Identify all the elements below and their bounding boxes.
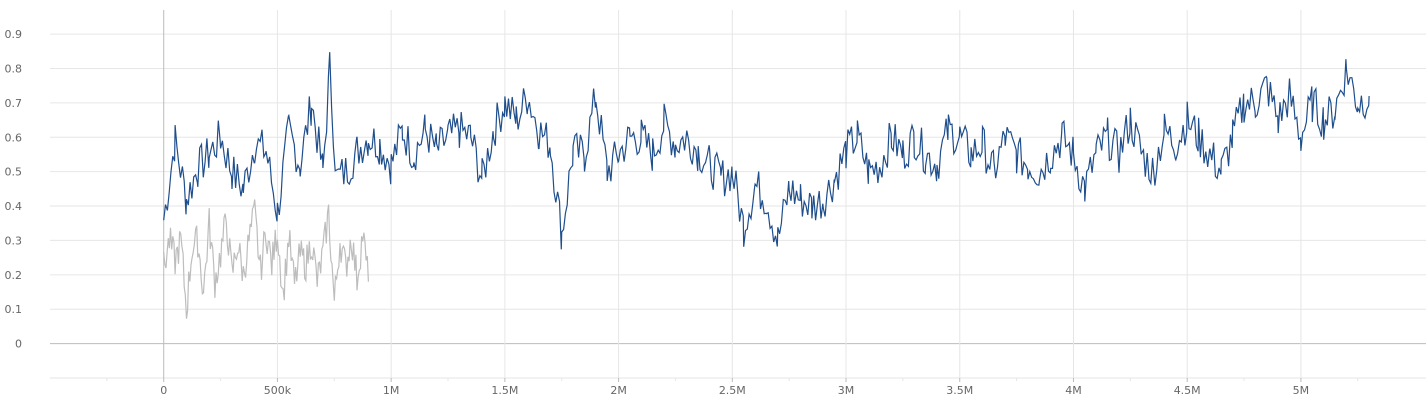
x-tick-label: 3M bbox=[838, 384, 855, 397]
y-tick-label: 0.7 bbox=[5, 97, 23, 110]
x-tick-label: 1M bbox=[383, 384, 400, 397]
series-line-gray bbox=[163, 199, 369, 319]
series-line-blue bbox=[163, 52, 1370, 250]
y-tick-label: 0.4 bbox=[5, 200, 23, 213]
x-tick-label: 0 bbox=[160, 384, 167, 397]
x-tick-label: 1.5M bbox=[491, 384, 518, 397]
x-tick-label: 5M bbox=[1293, 384, 1310, 397]
x-tick-label: 500k bbox=[264, 384, 292, 397]
x-tick-label: 4.5M bbox=[1174, 384, 1201, 397]
y-tick-label: 0.9 bbox=[5, 28, 23, 41]
y-tick-label: 0.3 bbox=[5, 234, 23, 247]
y-tick-label: 0 bbox=[15, 338, 22, 351]
y-tick-label: 0.1 bbox=[5, 303, 23, 316]
x-tick-label: 4M bbox=[1065, 384, 1082, 397]
y-tick-label: 0.2 bbox=[5, 269, 23, 282]
x-tick-label: 2.5M bbox=[719, 384, 746, 397]
tick-labels: 0 0.1 0.2 0.3 0.4 0.5 0.6 0.7 0.8 0.9 0 500k 1M 1.5M 2… bbox=[5, 28, 1310, 397]
y-tick-label: 0.6 bbox=[5, 131, 23, 144]
y-tick-label: 0.5 bbox=[5, 166, 23, 179]
y-tick-label: 0.8 bbox=[5, 62, 23, 75]
x-tick-label: 3.5M bbox=[946, 384, 973, 397]
series-lines bbox=[163, 52, 1370, 319]
x-tick-label: 2M bbox=[610, 384, 627, 397]
